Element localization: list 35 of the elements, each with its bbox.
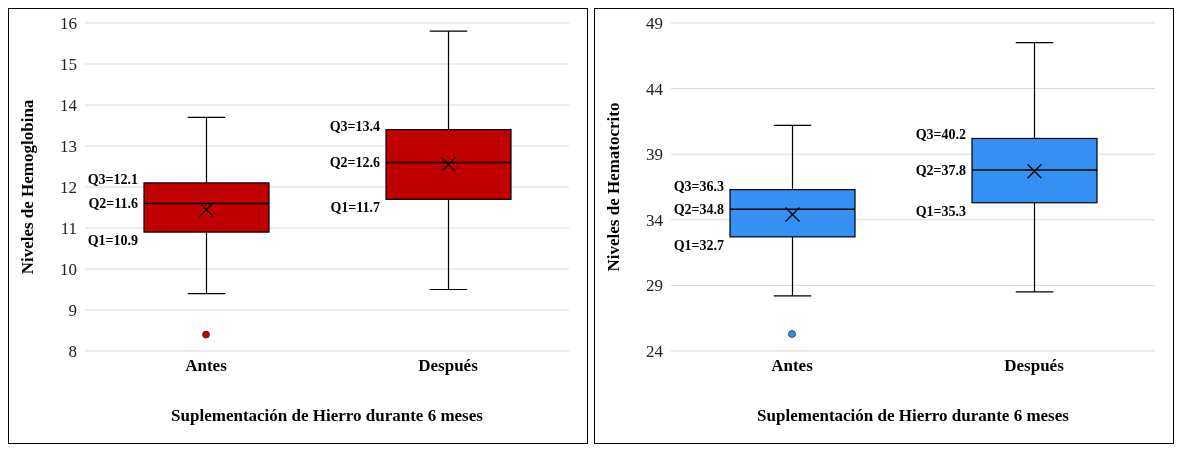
annotation: Q1=11.7 xyxy=(330,200,380,216)
annotation: Q3=12.1 xyxy=(87,171,138,187)
annotation: Q2=11.6 xyxy=(88,196,138,212)
annotation: Q3=36.3 xyxy=(673,178,724,194)
annotation: Q1=10.9 xyxy=(87,233,138,249)
y-tick-label: 16 xyxy=(60,14,77,34)
x-axis-title: Suplementación de Hierro durante 6 meses xyxy=(757,406,1070,425)
y-tick-label: 13 xyxy=(60,137,77,157)
y-axis-title: Niveles de Hemoglobina xyxy=(18,99,38,275)
x-tick-label: Antes xyxy=(185,356,228,376)
y-tick-label: 24 xyxy=(646,342,664,362)
annotation: Q2=37.8 xyxy=(915,162,966,178)
y-tick-label: 39 xyxy=(646,145,663,165)
y-tick-label: 29 xyxy=(646,276,663,296)
y-tick-label: 10 xyxy=(60,260,77,280)
x-tick-label: Después xyxy=(418,356,479,376)
annotation: Q2=12.6 xyxy=(329,155,380,171)
y-tick-label: 12 xyxy=(60,178,77,198)
y-tick-label: 11 xyxy=(60,219,77,239)
y-tick-label: 14 xyxy=(60,96,78,116)
x-tick-label: Después xyxy=(1004,356,1065,376)
y-tick-label: 44 xyxy=(646,79,664,99)
annotation: Q3=13.4 xyxy=(329,118,380,134)
annotation: Q2=34.8 xyxy=(673,202,724,218)
x-tick-label: Antes xyxy=(771,356,814,376)
x-axis-title: Suplementación de Hierro durante 6 meses xyxy=(171,406,484,425)
y-tick-label: 15 xyxy=(60,55,77,75)
annotation: Q3=40.2 xyxy=(915,127,966,143)
y-tick-label: 9 xyxy=(68,301,77,321)
y-axis-title: Niveles de Hematocrito xyxy=(604,102,624,272)
y-tick-label: 8 xyxy=(68,342,77,362)
y-tick-label: 34 xyxy=(646,210,664,230)
annotation: Q1=32.7 xyxy=(673,237,724,253)
annotation: Q1=35.3 xyxy=(915,203,966,219)
y-tick-label: 49 xyxy=(646,14,663,34)
